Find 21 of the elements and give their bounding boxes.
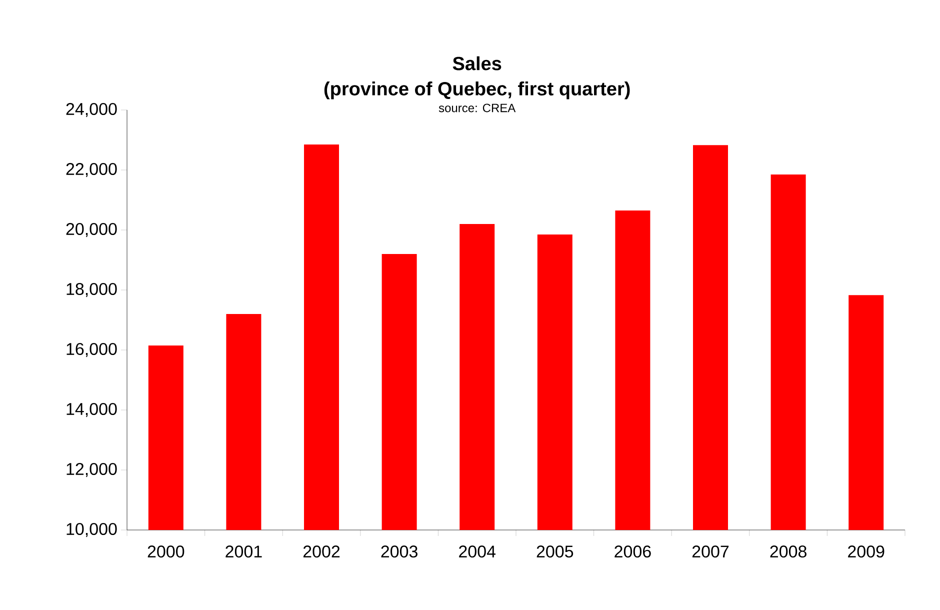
y-tick-label: 12,000 [66,462,117,478]
x-tick-label: 2008 [770,546,806,558]
x-tick-label: 2000 [148,546,184,558]
x-tick-label: 2007 [692,546,729,558]
y-tick-label: 20,000 [66,222,117,238]
y-tick-label: 18,000 [66,282,117,298]
x-tick-label: 2004 [459,546,496,558]
annotation: source: CREA [438,104,516,112]
x-tick-label: 2002 [303,546,340,558]
chart-title: Sales [452,56,502,70]
chart-subtitle: (province of Quebec, first quarter) [324,82,630,100]
x-tick-label: 2003 [381,546,418,558]
x-tick-label: 2001 [226,546,262,558]
x-tick-label: 2009 [848,546,884,558]
y-tick-label: 22,000 [66,162,117,178]
y-tick-label: 10,000 [66,522,117,538]
y-tick-label: 24,000 [66,102,117,118]
x-tick-label: 2005 [536,546,574,558]
x-tick-label: 2006 [614,546,651,558]
y-tick-label: 16,000 [66,342,117,358]
y-tick-label: 14,000 [66,402,117,418]
